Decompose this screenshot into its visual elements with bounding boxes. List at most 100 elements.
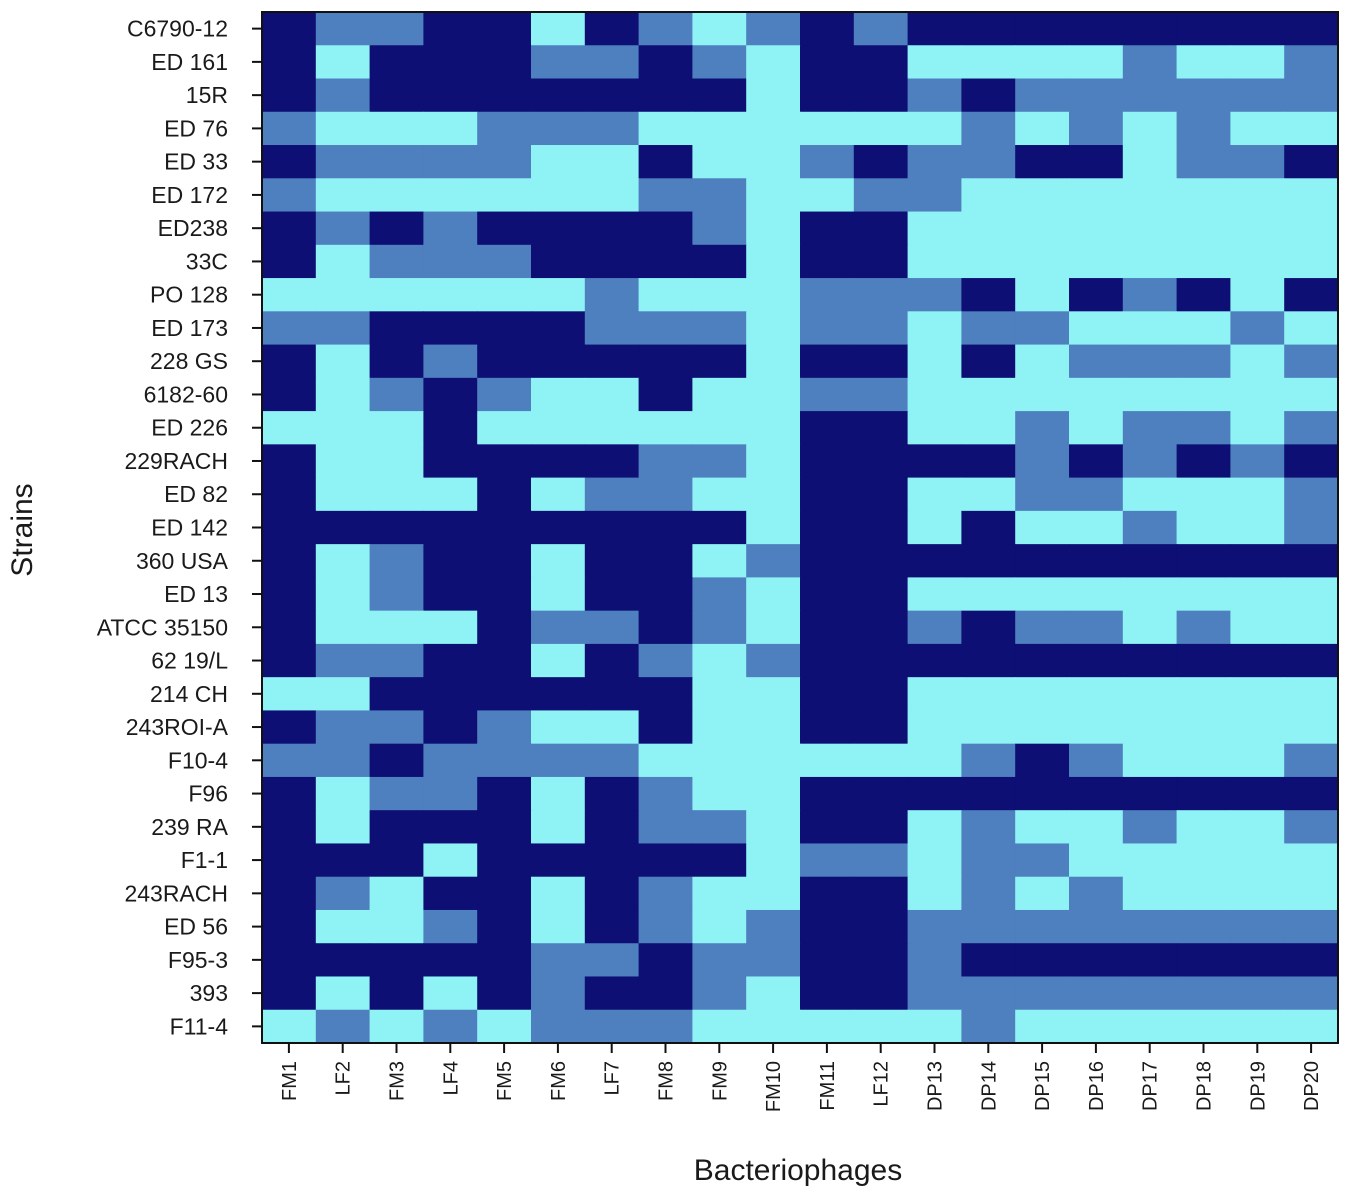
heatmap-cell	[262, 909, 317, 944]
heatmap-cell	[853, 909, 909, 944]
heatmap-cell	[853, 1009, 909, 1044]
heatmap-cell	[477, 45, 532, 80]
heatmap-cell	[262, 145, 317, 179]
heatmap-cell	[531, 710, 586, 745]
heatmap-cell	[907, 178, 962, 213]
heatmap-cell	[853, 776, 909, 811]
x-tick-label: DP18	[1194, 1061, 1216, 1111]
heatmap-cell	[369, 244, 424, 279]
heatmap-cell	[638, 544, 693, 578]
heatmap-cell	[1176, 311, 1231, 346]
heatmap-cell	[423, 743, 478, 778]
heatmap-cell	[746, 677, 801, 712]
x-tick-label: LF4	[440, 1061, 462, 1095]
heatmap-cell	[961, 876, 1016, 911]
heatmap-cell	[1069, 311, 1124, 346]
heatmap-cell	[1015, 710, 1070, 745]
heatmap-cell	[1015, 843, 1070, 878]
heatmap-cell	[1015, 244, 1070, 279]
heatmap-cell	[315, 344, 371, 379]
heatmap-cell	[638, 145, 693, 179]
heatmap-cell	[584, 477, 640, 512]
heatmap-cell	[477, 12, 532, 46]
heatmap-cell	[1069, 344, 1124, 379]
heatmap-cell	[1015, 411, 1070, 445]
heatmap-cell	[1284, 344, 1339, 379]
heatmap-cell	[907, 876, 962, 911]
heatmap-cell	[853, 411, 909, 445]
heatmap-cell	[800, 810, 855, 845]
heatmap-cell	[1176, 1009, 1231, 1044]
heatmap-cell	[315, 544, 371, 578]
heatmap-cell	[315, 311, 371, 346]
heatmap-cell	[1015, 12, 1070, 46]
heatmap-cell	[369, 577, 424, 612]
heatmap-cell	[1069, 976, 1124, 1011]
heatmap-cell	[1122, 677, 1178, 712]
heatmap-cell	[531, 876, 586, 911]
heatmap-cell	[638, 211, 693, 246]
heatmap-cell	[907, 510, 962, 545]
heatmap-cell	[1284, 677, 1339, 712]
heatmap-cell	[800, 843, 855, 878]
x-tick-label: FM10	[763, 1061, 785, 1112]
heatmap-cell	[907, 477, 962, 512]
heatmap-cell	[369, 843, 424, 878]
heatmap-cell	[1015, 544, 1070, 578]
heatmap-cell	[907, 145, 962, 179]
heatmap-cell	[1284, 876, 1339, 911]
heatmap-cell	[1122, 776, 1178, 811]
heatmap-cell	[800, 677, 855, 712]
heatmap-cell	[1122, 943, 1178, 978]
heatmap-cell	[1015, 78, 1070, 113]
heatmap-cell	[800, 909, 855, 944]
heatmap-cell	[746, 111, 801, 146]
heatmap-cell	[1230, 710, 1285, 745]
heatmap-cell	[477, 943, 532, 978]
y-tick-label: ED238	[158, 215, 228, 241]
heatmap-cell	[1230, 178, 1285, 213]
heatmap-cell	[961, 743, 1016, 778]
heatmap-cell	[531, 178, 586, 213]
heatmap-cell	[1122, 311, 1178, 346]
heatmap-cell	[1284, 610, 1339, 645]
heatmap-cell	[1176, 211, 1231, 246]
heatmap-cell	[1176, 111, 1231, 146]
x-tick-label: DP19	[1247, 1061, 1269, 1111]
heatmap-cell	[692, 145, 747, 179]
heatmap-cell	[1176, 710, 1231, 745]
heatmap-cell	[423, 909, 478, 944]
heatmap-cell	[531, 743, 586, 778]
heatmap-cell	[1122, 211, 1178, 246]
y-tick-label: 393	[190, 980, 228, 1006]
heatmap-cell	[692, 544, 747, 578]
y-tick-label: F11-4	[170, 1013, 229, 1039]
heatmap-cell	[315, 810, 371, 845]
x-tick-label: FM1	[279, 1061, 301, 1101]
heatmap-cell	[423, 643, 478, 678]
heatmap-cell	[1176, 411, 1231, 445]
x-tick-label: LF12	[871, 1061, 893, 1107]
heatmap-cell	[584, 411, 640, 445]
heatmap-cell	[692, 178, 747, 213]
heatmap-cell	[423, 344, 478, 379]
heatmap-cell	[907, 976, 962, 1011]
heatmap-cell	[853, 45, 909, 80]
heatmap-cell	[746, 377, 801, 412]
heatmap-cell	[1284, 45, 1339, 80]
heatmap-cell	[1069, 45, 1124, 80]
heatmap-cell	[692, 111, 747, 146]
heatmap-cell	[907, 444, 962, 479]
heatmap-cell	[1069, 178, 1124, 213]
x-axis-title: Bacteriophages	[694, 1154, 902, 1187]
heatmap-cell	[853, 810, 909, 845]
heatmap-cell	[315, 710, 371, 745]
heatmap-cell	[315, 643, 371, 678]
heatmap-cell	[800, 776, 855, 811]
heatmap-cell	[531, 244, 586, 279]
heatmap-cell	[584, 876, 640, 911]
heatmap-cell	[1230, 976, 1285, 1011]
heatmap-cell	[1284, 278, 1339, 312]
heatmap-cell	[746, 544, 801, 578]
heatmap-cell	[584, 377, 640, 412]
